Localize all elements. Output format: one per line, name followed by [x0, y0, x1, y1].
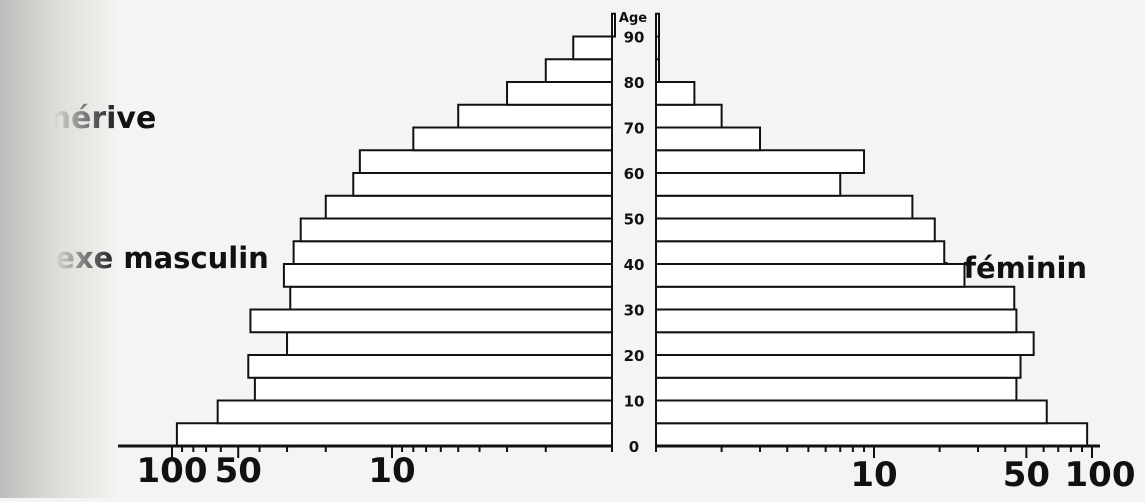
female-bar-5-9: [655, 399, 1048, 425]
male-bar-80-84: [544, 58, 613, 83]
age-label-50: 50: [624, 211, 645, 229]
female-bar-20-24: [655, 331, 1035, 356]
female-bar-15-19: [655, 354, 1022, 379]
male-bar-45-49: [299, 217, 613, 243]
age-label-20: 20: [624, 347, 645, 365]
female-bar-45-49: [655, 217, 936, 243]
male-bar-60-64: [358, 149, 613, 174]
age-label-70: 70: [624, 120, 645, 138]
x-tick-label-right-100: 100: [1065, 455, 1136, 495]
age-label-90: 90: [624, 29, 645, 47]
female-bar-60-64: [655, 149, 866, 174]
female-bar-30-34: [655, 285, 1016, 311]
age-label-60: 60: [624, 165, 645, 183]
x-tick-label-right-10: 10: [850, 455, 897, 495]
female-bar-55-59: [655, 172, 842, 197]
female-bar-0-4: [655, 422, 1089, 447]
female-bar-10-14: [655, 376, 1018, 402]
male-bar-20-24: [286, 331, 613, 356]
x-tick-label-right-50: 50: [1003, 455, 1050, 495]
male-bar-50-54: [324, 194, 613, 220]
male-bar-40-44: [292, 240, 613, 265]
male-bar-55-59: [352, 172, 613, 197]
age-axis-title: Age: [619, 11, 647, 26]
male-bar-70-74: [457, 103, 613, 129]
female-bar-65-69: [655, 126, 762, 152]
male-bar-90-94: [611, 12, 616, 38]
female-bar-90-94: [655, 12, 660, 38]
page-edge-shadow: [0, 0, 120, 498]
female-bar-25-29: [655, 308, 1018, 334]
male-bar-0-4: [175, 422, 613, 447]
female-bar-35-39: [655, 263, 966, 288]
age-label-30: 30: [624, 302, 645, 320]
male-bar-5-9: [216, 399, 613, 425]
female-bar-75-79: [655, 81, 696, 106]
x-tick-label-left-10: 10: [368, 451, 415, 491]
age-label-40: 40: [624, 256, 645, 274]
male-bar-25-29: [249, 308, 614, 334]
male-bar-65-69: [412, 126, 613, 152]
male-bar-75-79: [506, 81, 613, 106]
male-bar-85-89: [572, 35, 614, 61]
age-label-0: 0: [629, 438, 639, 456]
age-label-80: 80: [624, 74, 645, 92]
female-bar-40-44: [655, 240, 946, 265]
male-bar-30-34: [289, 285, 613, 311]
x-tick-label-left-50: 50: [215, 451, 262, 491]
age-label-10: 10: [624, 393, 645, 411]
female-bar-50-54: [655, 194, 914, 220]
male-bar-15-19: [247, 354, 613, 379]
x-tick-label-left-100: 100: [137, 451, 208, 491]
male-bar-35-39: [282, 263, 613, 288]
male-bar-10-14: [253, 376, 613, 402]
female-bar-70-74: [655, 103, 723, 129]
